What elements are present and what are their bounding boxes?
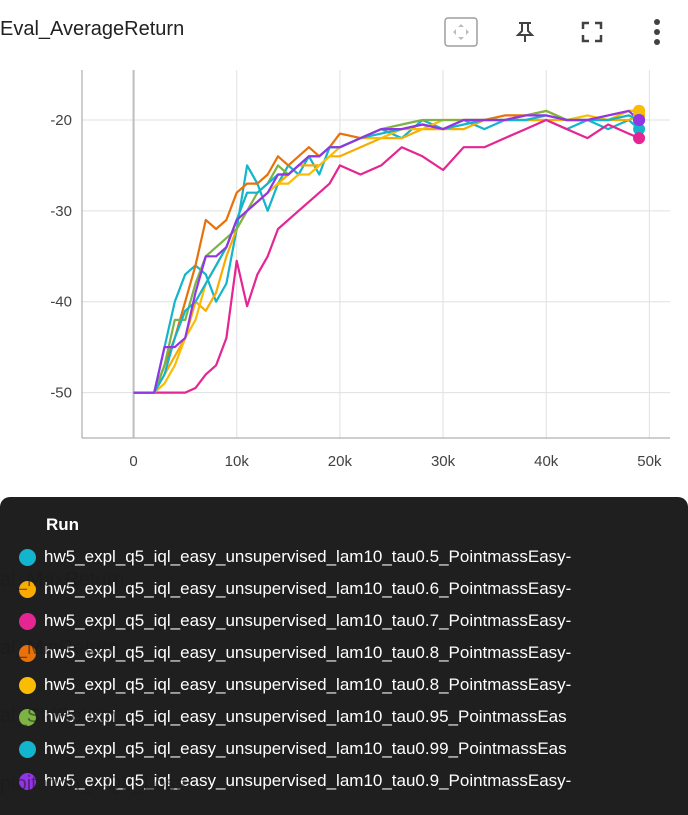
legend-color-swatch: [19, 772, 36, 790]
legend-item[interactable]: hw5_expl_q5_iql_easy_unsupervised_lam10_…: [0, 573, 688, 605]
x-tick-label: 50k: [637, 453, 662, 470]
legend-item[interactable]: hw5_expl_q5_iql_easy_unsupervised_lam10_…: [0, 637, 688, 669]
legend-item[interactable]: hw5_expl_q5_iql_easy_unsupervised_lam10_…: [0, 733, 688, 765]
y-tick-label: -50: [50, 385, 72, 402]
x-tick-label: 40k: [534, 453, 559, 470]
x-tick-label: 10k: [225, 453, 250, 470]
series-end-marker: [633, 113, 646, 126]
legend-label: hw5_expl_q5_iql_easy_unsupervised_lam10_…: [44, 707, 567, 726]
series-end-marker: [633, 104, 646, 117]
legend-header: Run: [46, 515, 80, 534]
legend-item[interactable]: hw5_expl_q5_iql_easy_unsupervised_lam10_…: [0, 669, 688, 701]
series-line: [133, 118, 640, 394]
line-chart: -20 -30 -40 -50 0 10k 20k 30k 40k 50k: [50, 70, 670, 470]
x-tick-label: 0: [129, 453, 137, 470]
series-line: [133, 109, 640, 394]
y-tick-label: -40: [50, 294, 72, 311]
y-tick-label: -20: [50, 112, 72, 129]
legend-item[interactable]: hw5_expl_q5_iql_easy_unsupervised_lam10_…: [0, 605, 688, 637]
chart-title: Eval_AverageReturn: [0, 18, 185, 40]
legend-label: hw5_expl_q5_iql_easy_unsupervised_lam10_…: [44, 547, 572, 566]
fit-domain-button[interactable]: [444, 16, 478, 48]
card-header: Eval_AverageReturn: [0, 0, 688, 62]
series-end-marker: [633, 123, 646, 136]
legend-label: hw5_expl_q5_iql_easy_unsupervised_lam10_…: [44, 739, 567, 758]
x-tick-label: 20k: [328, 453, 353, 470]
legend-item[interactable]: hw5_expl_q5_iql_easy_unsupervised_lam10_…: [0, 541, 688, 573]
legend-color-swatch: [19, 612, 36, 630]
legend-color-swatch: [19, 580, 36, 598]
legend-color-swatch: [19, 708, 36, 726]
legend-color-swatch: [19, 676, 36, 694]
legend-label: hw5_expl_q5_iql_easy_unsupervised_lam10_…: [44, 611, 572, 630]
legend-label: hw5_expl_q5_iql_easy_unsupervised_lam10_…: [44, 675, 572, 694]
series-line: [133, 109, 640, 394]
fit-domain-icon: [444, 17, 478, 47]
fullscreen-icon: [581, 21, 603, 43]
legend-item[interactable]: hw5_expl_q5_iql_easy_unsupervised_lam10_…: [0, 765, 688, 797]
more-options-button[interactable]: [640, 16, 674, 48]
legend-item[interactable]: hw5_expl_q5_iql_easy_unsupervised_lam10_…: [0, 701, 688, 733]
legend-color-swatch: [19, 644, 36, 662]
legend-color-swatch: [19, 548, 36, 566]
y-tick-label: -30: [50, 203, 72, 220]
more-vert-icon: [654, 19, 660, 45]
pin-icon: [515, 22, 535, 42]
pin-button[interactable]: [508, 16, 542, 48]
legend-label: hw5_expl_q5_iql_easy_unsupervised_lam10_…: [44, 771, 572, 790]
fullscreen-button[interactable]: [575, 16, 609, 48]
x-tick-label: 30k: [431, 453, 456, 470]
series-end-marker: [633, 132, 646, 145]
legend-tooltip: Run hw5_expl_q5_iql_easy_unsupervised_la…: [0, 497, 688, 815]
legend-label: hw5_expl_q5_iql_easy_unsupervised_lam10_…: [44, 579, 572, 598]
legend-label: hw5_expl_q5_iql_easy_unsupervised_lam10_…: [44, 643, 572, 662]
legend-color-swatch: [19, 740, 36, 758]
